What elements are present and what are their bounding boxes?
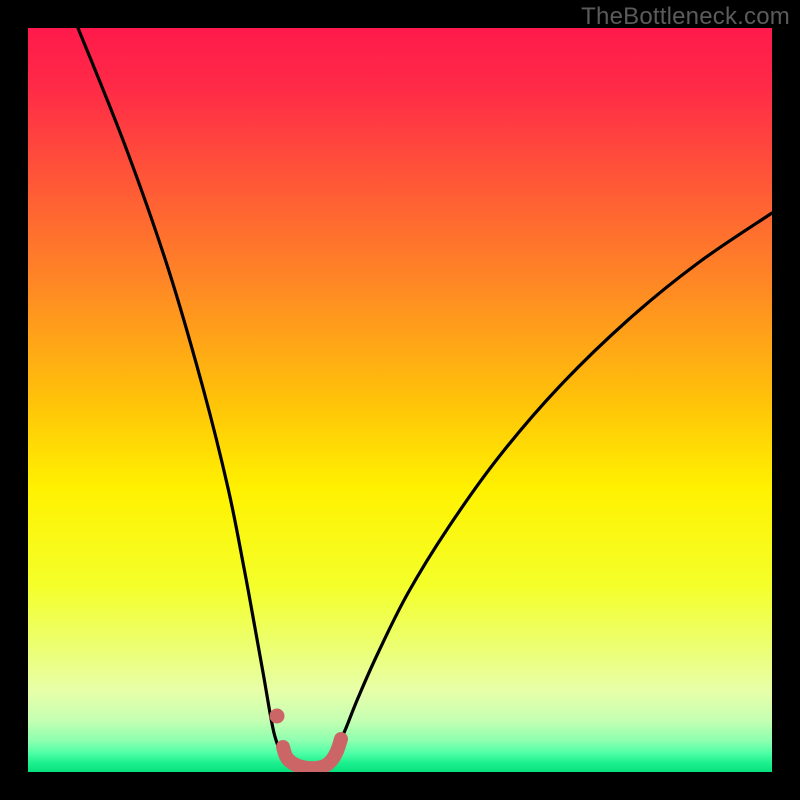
chart-frame bbox=[0, 0, 800, 800]
chart-stage: TheBottleneck.com bbox=[0, 0, 800, 800]
watermark-label: TheBottleneck.com bbox=[581, 3, 790, 31]
